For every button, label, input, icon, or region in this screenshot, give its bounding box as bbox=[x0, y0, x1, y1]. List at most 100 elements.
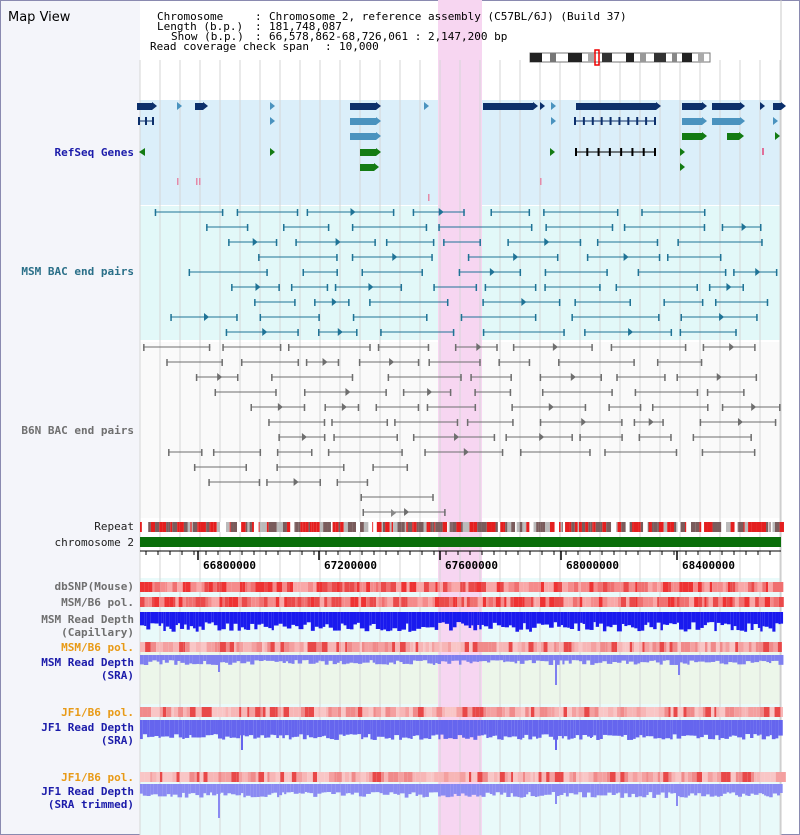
polymorphism-heat-cell bbox=[405, 642, 411, 652]
repeat-block bbox=[245, 522, 248, 532]
read-depth-bar bbox=[394, 720, 400, 736]
bac-end bbox=[633, 419, 636, 426]
read-depth-bar bbox=[745, 655, 751, 662]
polymorphism-heat-cell bbox=[609, 772, 616, 782]
refseq-gene bbox=[360, 164, 374, 171]
repeat-block bbox=[272, 522, 277, 532]
polymorphism-heat-cell bbox=[355, 772, 361, 782]
read-depth-bar bbox=[655, 655, 660, 663]
polymorphism-heat-cell bbox=[591, 597, 594, 607]
repeat-block bbox=[640, 522, 644, 532]
read-depth-bar bbox=[462, 720, 466, 738]
read-depth-bar bbox=[573, 784, 579, 795]
track-label-jf1-depth-trimmed[interactable]: JF1 Read Depth bbox=[41, 785, 134, 798]
polymorphism-heat-cell bbox=[228, 597, 233, 607]
track-label-msm-bac[interactable]: MSM BAC end pairs bbox=[21, 265, 134, 278]
polymorphism-heat-cell bbox=[593, 597, 599, 607]
read-depth-bar bbox=[479, 784, 482, 796]
bac-end bbox=[297, 359, 300, 366]
bac-end bbox=[610, 344, 613, 351]
polymorphism-heat-cell bbox=[704, 642, 708, 652]
bac-end-marker bbox=[391, 509, 396, 517]
repeat-block bbox=[418, 522, 424, 532]
polymorphism-heat-cell bbox=[653, 772, 656, 782]
polymorphism-heat-cell bbox=[735, 582, 739, 592]
polymorphism-heat-cell bbox=[327, 582, 332, 592]
track-label-jf1-b6-pol-2[interactable]: JF1/B6 pol. bbox=[61, 771, 134, 784]
track-label-chromosome[interactable]: chromosome 2 bbox=[54, 536, 134, 549]
read-depth-bar bbox=[244, 720, 249, 737]
repeat-block bbox=[762, 522, 767, 532]
polymorphism-heat-cell bbox=[486, 707, 491, 717]
read-depth-bar bbox=[563, 784, 566, 793]
polymorphism-heat-cell bbox=[593, 582, 598, 592]
polymorphism-heat-cell bbox=[712, 597, 719, 607]
track-label-repeat[interactable]: Repeat bbox=[94, 520, 134, 533]
repeat-block bbox=[734, 522, 738, 532]
read-depth-bar bbox=[759, 655, 762, 661]
bac-end bbox=[556, 254, 559, 261]
track-label-msm-b6-pol-2[interactable]: MSM/B6 pol. bbox=[61, 641, 134, 654]
bac-end-marker bbox=[751, 403, 757, 411]
read-depth-bar bbox=[485, 784, 490, 793]
read-depth-bar bbox=[353, 612, 357, 625]
track-label-refseq[interactable]: RefSeq Genes bbox=[54, 146, 134, 159]
polymorphism-heat-cell bbox=[273, 597, 276, 607]
track-label-msm-b6-pol-1[interactable]: MSM/B6 pol. bbox=[61, 596, 134, 609]
repeat-block bbox=[511, 522, 516, 532]
polymorphism-heat-cell bbox=[495, 597, 501, 607]
read-depth-bar bbox=[599, 720, 603, 740]
bac-end bbox=[460, 314, 463, 321]
bac-end bbox=[759, 224, 762, 231]
repeat-block bbox=[505, 522, 508, 532]
bac-end bbox=[258, 479, 261, 486]
polymorphism-heat-cell bbox=[735, 772, 739, 782]
bac-end bbox=[421, 269, 423, 276]
repeat-block bbox=[712, 522, 718, 532]
read-depth-bar bbox=[338, 720, 343, 735]
read-depth-bar bbox=[775, 612, 779, 624]
polymorphism-heat-cell bbox=[335, 597, 339, 607]
polymorphism-heat-cell bbox=[395, 642, 400, 652]
polymorphism-heat-cell bbox=[318, 707, 321, 717]
polymorphism-heat-cell bbox=[347, 642, 353, 652]
bac-end bbox=[721, 404, 724, 411]
polymorphism-heat-cell bbox=[327, 597, 332, 607]
track-label-b6n-bac[interactable]: B6N BAC end pairs bbox=[21, 424, 134, 437]
polymorphism-heat-cell bbox=[472, 642, 478, 652]
track-label-jf1-depth-sra[interactable]: JF1 Read Depth bbox=[41, 721, 134, 734]
read-depth-bar bbox=[778, 612, 781, 625]
read-depth-bar bbox=[718, 720, 721, 740]
read-depth-bar bbox=[222, 655, 226, 663]
polymorphism-heat-cell bbox=[423, 582, 429, 592]
polymorphism-heat-cell bbox=[429, 642, 432, 652]
track-label-dbsnp[interactable]: dbSNP(Mouse) bbox=[54, 580, 134, 593]
read-depth-bar bbox=[689, 655, 695, 661]
polymorphism-heat-cell bbox=[525, 772, 531, 782]
read-depth-bar bbox=[189, 720, 192, 736]
polymorphism-heat-cell bbox=[390, 582, 397, 592]
read-depth-bar bbox=[264, 784, 268, 797]
bac-end bbox=[392, 209, 395, 216]
show-sep: : bbox=[255, 30, 262, 43]
track-label-msm-depth-sra[interactable]: MSM Read Depth bbox=[41, 656, 134, 669]
read-depth-bar bbox=[306, 720, 309, 736]
track-label-msm-depth-capillary[interactable]: MSM Read Depth bbox=[41, 613, 134, 626]
polymorphism-heat-cell bbox=[556, 642, 560, 652]
bac-end bbox=[375, 404, 378, 411]
polymorphism-heat-cell bbox=[154, 582, 161, 592]
read-depth-bar bbox=[149, 720, 155, 737]
polymorphism-heat-cell bbox=[339, 642, 342, 652]
bac-end bbox=[386, 419, 389, 426]
polymorphism-heat-cell bbox=[196, 772, 200, 782]
polymorphism-heat-cell bbox=[563, 772, 570, 782]
refseq-gene-strand bbox=[702, 132, 707, 140]
polymorphism-heat-cell bbox=[762, 582, 766, 592]
polymorphism-heat-cell bbox=[620, 597, 627, 607]
read-depth-bar bbox=[306, 612, 311, 623]
polymorphism-heat-cell bbox=[454, 582, 461, 592]
polymorphism-heat-cell bbox=[763, 642, 770, 652]
track-label-jf1-b6-pol-1[interactable]: JF1/B6 pol. bbox=[61, 706, 134, 719]
polymorphism-heat-cell bbox=[701, 582, 705, 592]
